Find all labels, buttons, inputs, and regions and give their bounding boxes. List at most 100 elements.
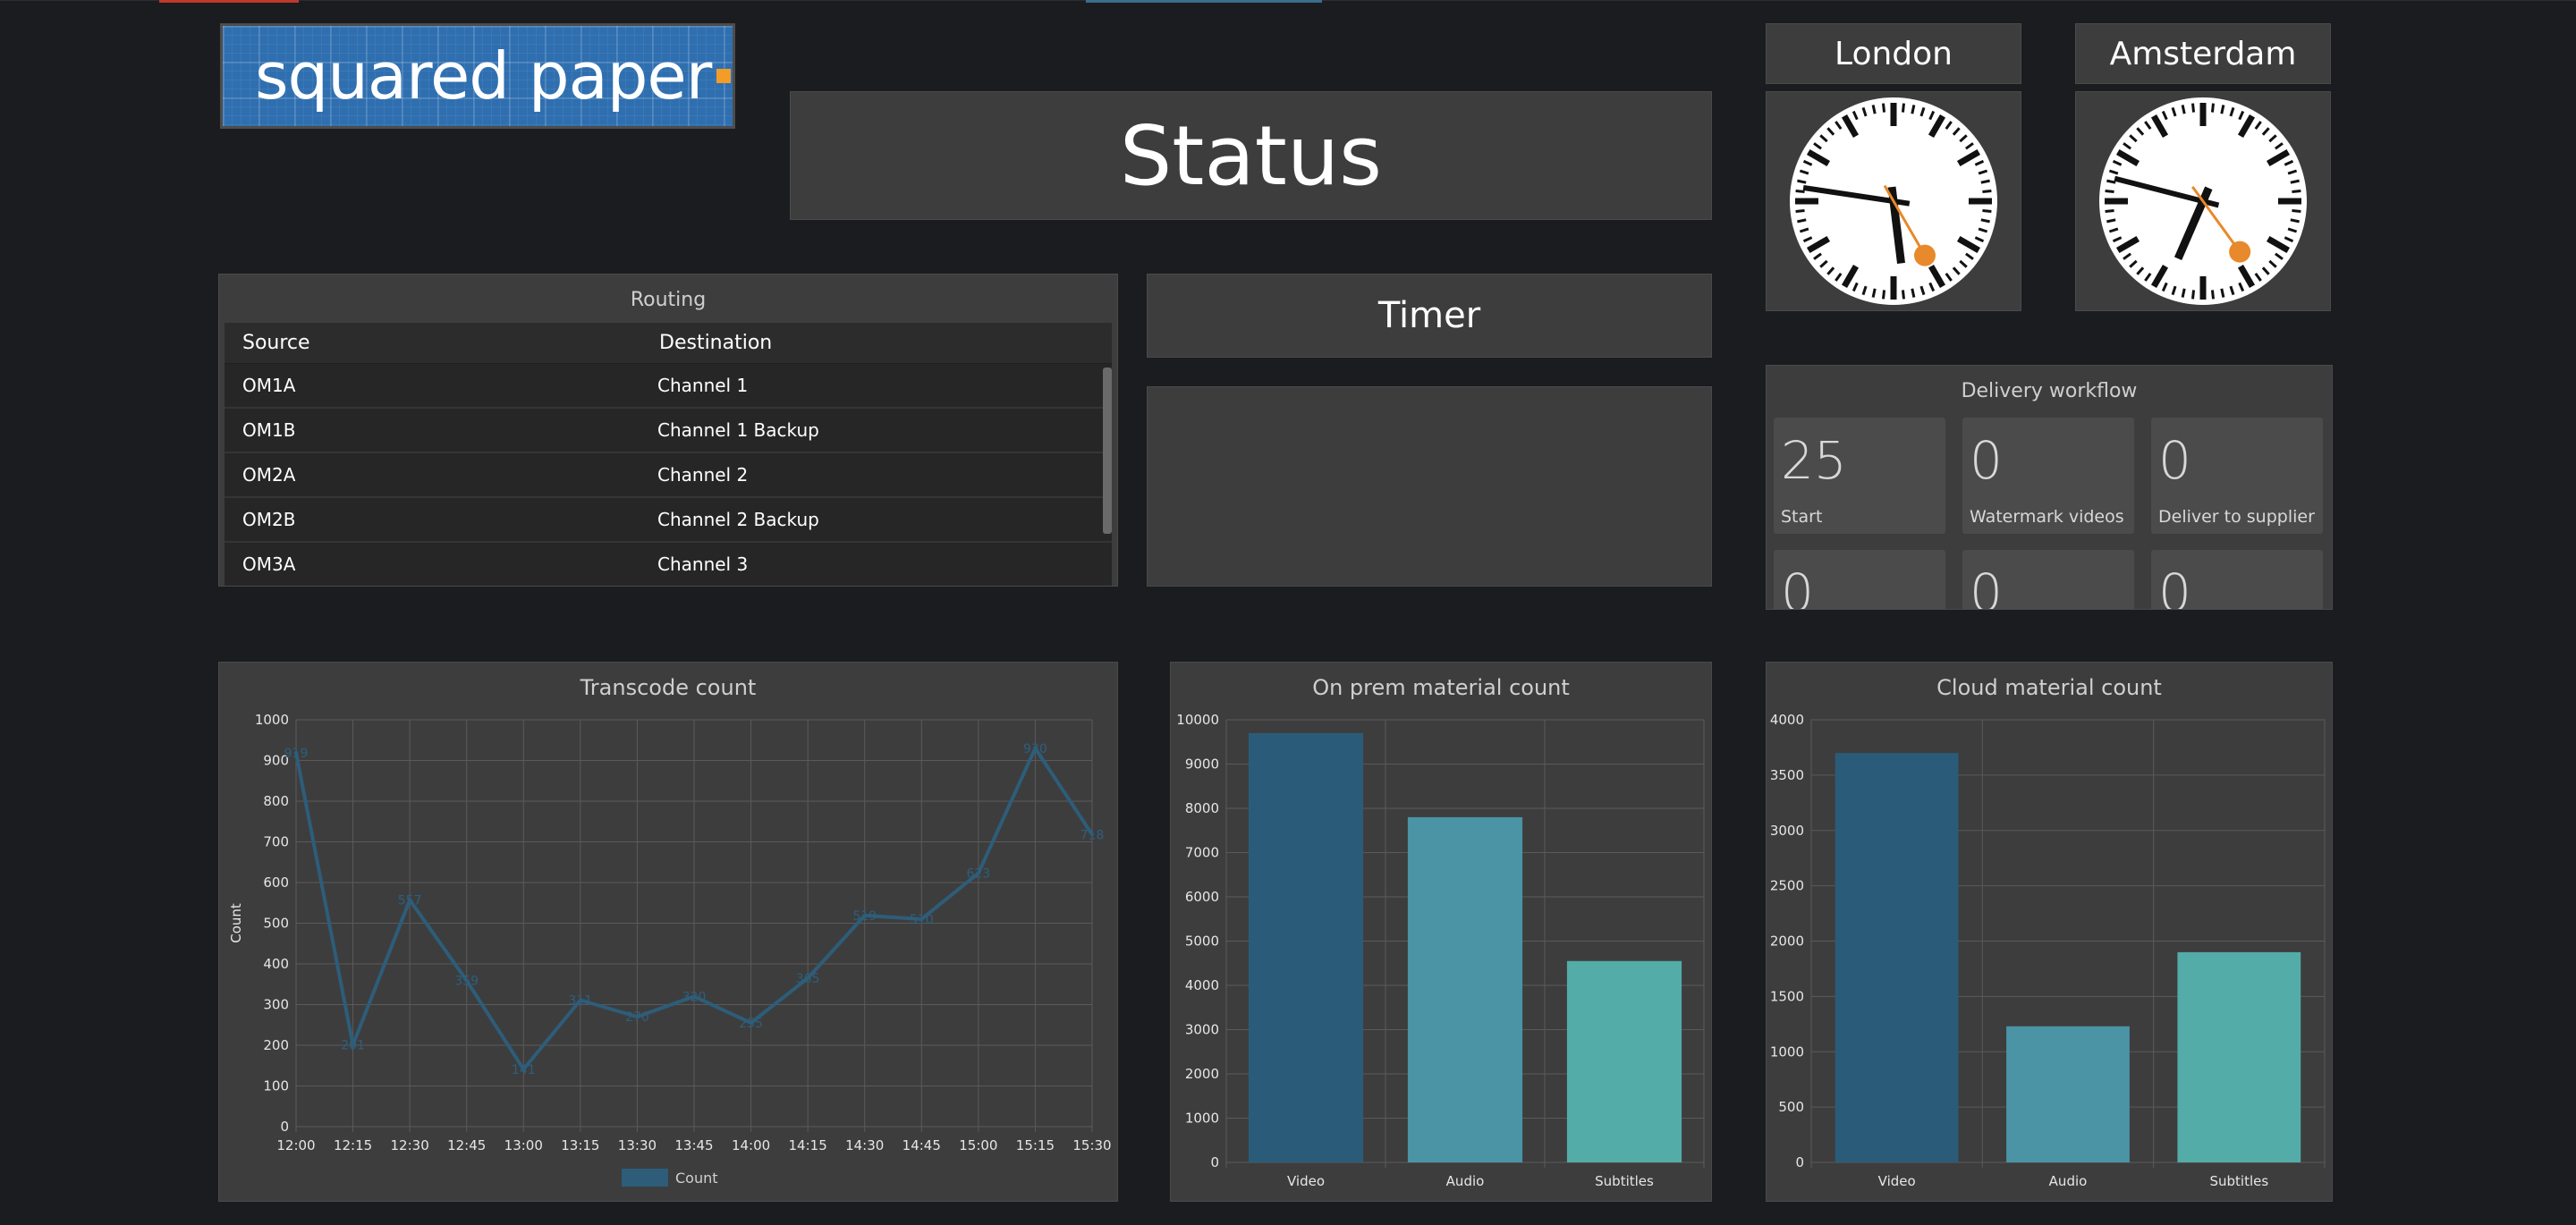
data-point bbox=[521, 1067, 526, 1071]
y-tick-label: 900 bbox=[263, 753, 289, 769]
clock-minute-mark bbox=[1974, 236, 1985, 243]
clock-hour-mark bbox=[2266, 148, 2291, 167]
clock-minute-mark bbox=[1802, 236, 1813, 243]
workflow-tile-value: 25 bbox=[1781, 430, 1847, 491]
x-tick-label: Subtitles bbox=[1595, 1173, 1654, 1189]
x-tick-label: 14:45 bbox=[902, 1137, 941, 1153]
routing-scrollbar[interactable] bbox=[1103, 368, 1112, 534]
data-point bbox=[1090, 832, 1094, 837]
y-tick-label: 400 bbox=[263, 956, 289, 972]
routing-title: Routing bbox=[630, 289, 707, 311]
clock-second-hand-dot bbox=[2229, 241, 2251, 263]
logo: squared paper bbox=[220, 23, 735, 129]
y-tick-label: 6000 bbox=[1185, 889, 1219, 905]
clock-minute-mark bbox=[2229, 106, 2235, 117]
column-header-source[interactable]: Source bbox=[242, 332, 310, 354]
clock-minute-mark bbox=[1871, 288, 1877, 298]
workflow-tile[interactable]: 0 bbox=[1962, 550, 2134, 609]
clock-minute-mark bbox=[1797, 218, 1807, 224]
chart-legend[interactable]: Count bbox=[622, 1169, 718, 1187]
workflow-title: Delivery workflow bbox=[1961, 380, 2138, 402]
data-point bbox=[351, 1043, 355, 1047]
clock-minute-mark bbox=[2284, 159, 2294, 166]
clock-london bbox=[1766, 91, 2021, 311]
destination-cell: Channel 2 bbox=[657, 464, 749, 486]
clock-minute-mark bbox=[2144, 121, 2152, 130]
destination-cell: Channel 1 bbox=[657, 375, 749, 396]
workflow-tile-label: Start bbox=[1781, 507, 1823, 527]
clock-hour-mark bbox=[2237, 264, 2256, 289]
data-label: 141 bbox=[512, 1063, 536, 1077]
workflow-tile-value: 0 bbox=[2158, 562, 2191, 610]
clock-minute-mark bbox=[2287, 169, 2298, 175]
x-tick-label: 12:30 bbox=[391, 1137, 429, 1153]
workflow-tile-deliver-to-supplier[interactable]: 0 Deliver to supplier bbox=[2151, 418, 2323, 534]
clock-hour-mark bbox=[2150, 114, 2169, 139]
source-cell: OM3A bbox=[242, 553, 296, 575]
x-tick-label: 14:15 bbox=[789, 1137, 827, 1153]
x-tick-label: 15:30 bbox=[1072, 1137, 1111, 1153]
y-tick-label: 700 bbox=[263, 834, 289, 850]
clock-minute-mark bbox=[2191, 290, 2196, 300]
x-tick-label: 12:45 bbox=[447, 1137, 486, 1153]
table-row[interactable]: OM2B Channel 2 Backup bbox=[225, 498, 1112, 543]
bar bbox=[1835, 753, 1959, 1162]
clock-second-hand bbox=[2191, 185, 2240, 250]
clock-minute-mark bbox=[1797, 179, 1807, 184]
clock-amsterdam bbox=[2075, 91, 2331, 311]
clock-minute-mark bbox=[2275, 142, 2284, 150]
table-row[interactable]: OM2A Channel 2 bbox=[225, 453, 1112, 498]
data-label: 919 bbox=[284, 747, 309, 761]
clock-minute-mark bbox=[1965, 252, 1974, 260]
x-tick-label: 12:15 bbox=[334, 1137, 372, 1153]
x-tick-label: Audio bbox=[2049, 1173, 2088, 1189]
clock-minute-mark bbox=[2268, 259, 2277, 268]
clock-minute-mark bbox=[2136, 127, 2145, 136]
clock-minute-mark bbox=[1799, 169, 1809, 175]
clock-minute-mark bbox=[1982, 190, 1992, 194]
clock-minute-mark bbox=[1919, 285, 1926, 296]
clock-minute-mark bbox=[2129, 134, 2138, 143]
workflow-tile-watermark-videos[interactable]: 0 Watermark videos bbox=[1962, 418, 2134, 534]
table-row[interactable]: OM3A Channel 3 bbox=[225, 543, 1112, 586]
clock-minute-mark bbox=[2136, 266, 2145, 275]
y-tick-label: 200 bbox=[263, 1037, 289, 1053]
clock-minute-mark bbox=[1945, 121, 1953, 130]
column-header-destination[interactable]: Destination bbox=[659, 332, 773, 354]
data-label: 519 bbox=[852, 909, 877, 924]
workflow-tile[interactable]: 0 bbox=[1774, 550, 1945, 609]
x-tick-label: 13:15 bbox=[561, 1137, 599, 1153]
clock-minute-mark bbox=[2290, 218, 2300, 224]
chart-title: Cloud material count bbox=[1936, 675, 2162, 700]
clock-minute-mark bbox=[2254, 273, 2262, 282]
clock-minute-mark bbox=[1802, 159, 1813, 166]
page-title: Status bbox=[1119, 107, 1383, 204]
table-row[interactable]: OM1B Channel 1 Backup bbox=[225, 409, 1112, 453]
x-tick-label: Subtitles bbox=[2209, 1173, 2268, 1189]
clock-minute-mark bbox=[1861, 106, 1868, 117]
clock-minute-mark bbox=[1919, 106, 1926, 117]
source-cell: OM1B bbox=[242, 419, 296, 441]
data-label: 930 bbox=[1023, 742, 1047, 756]
transcode-line-chart: 0 100 200 300 400 500 600 700 800 900 1000 12:00 12:… bbox=[228, 712, 1112, 1153]
data-point bbox=[692, 994, 696, 999]
data-point bbox=[919, 917, 924, 921]
x-tick-label: 13:00 bbox=[504, 1137, 543, 1153]
clock-minute-mark bbox=[2220, 288, 2225, 298]
workflow-tile[interactable]: 0 bbox=[2151, 550, 2323, 610]
transcode-chart-panel: Transcode count 0 100 200 300 400 500 600 700 80… bbox=[218, 662, 1118, 1202]
clock-minute-mark bbox=[2238, 282, 2245, 292]
table-row[interactable]: OM1A Channel 1 bbox=[225, 364, 1112, 409]
source-cell: OM2B bbox=[242, 509, 296, 530]
clock-hour-mark bbox=[1956, 148, 1981, 167]
source-cell: OM1A bbox=[242, 375, 296, 396]
y-tick-label: 1000 bbox=[255, 712, 289, 728]
data-point bbox=[862, 913, 867, 917]
clock-city-label: London bbox=[1835, 35, 1953, 72]
clock-minute-mark bbox=[2284, 236, 2294, 243]
workflow-tile-start[interactable]: 25 Start bbox=[1774, 418, 1945, 534]
bar bbox=[1407, 816, 1523, 1162]
logo-text: squared paper bbox=[255, 38, 712, 114]
clock-city-label: Amsterdam bbox=[2109, 35, 2297, 72]
clock-minute-mark bbox=[2238, 110, 2245, 121]
